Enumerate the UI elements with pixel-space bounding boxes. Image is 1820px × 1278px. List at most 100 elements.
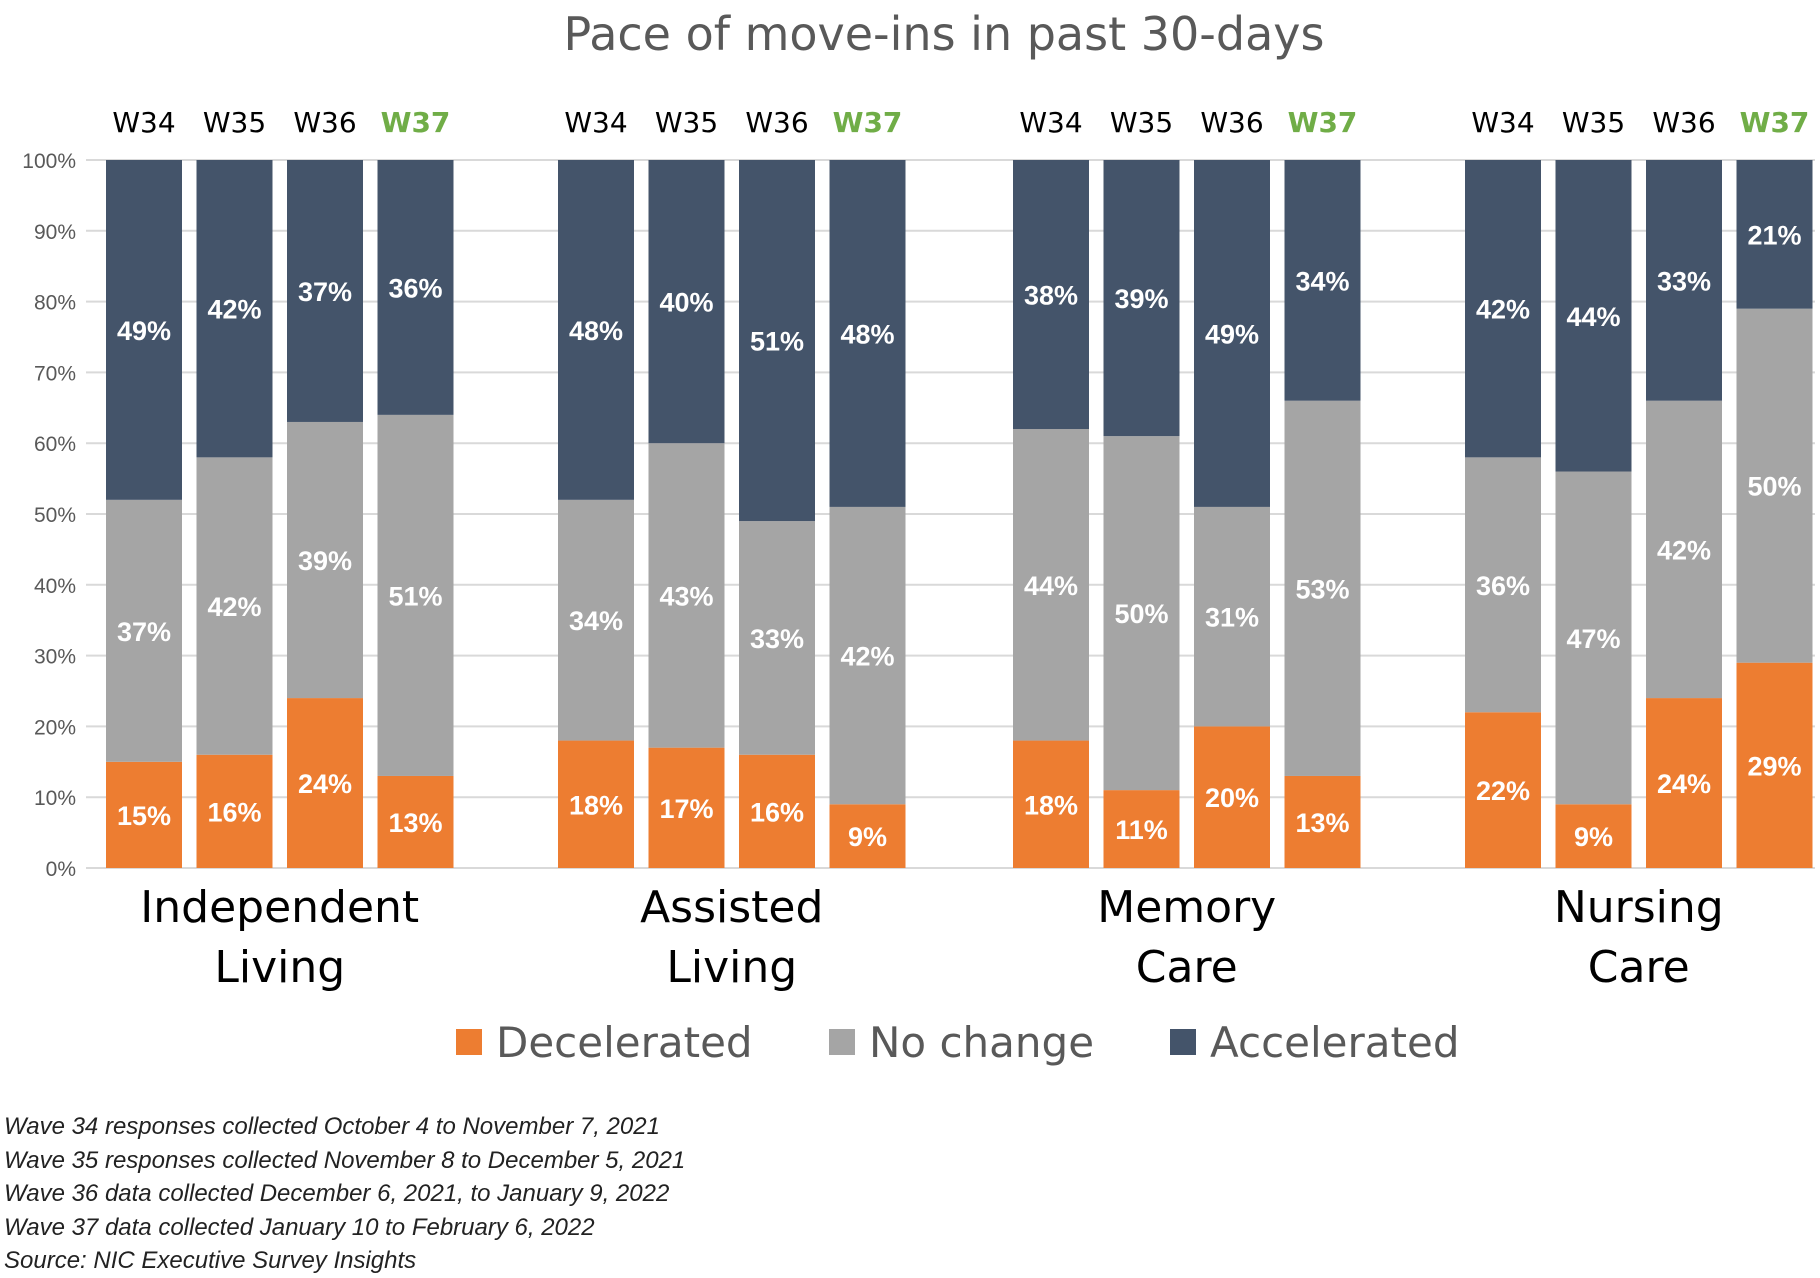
- footnote-wave-34: Wave 34 responses collected October 4 to…: [4, 1113, 660, 1140]
- wave-label: W34: [112, 106, 175, 139]
- bar-segment-accelerated: [1736, 160, 1813, 309]
- y-tick-label: 90%: [34, 221, 76, 244]
- wave-label: W34: [1019, 106, 1082, 139]
- legend-swatch-no-change: [829, 1029, 855, 1055]
- bar-segment-no-change: [558, 499, 634, 741]
- data-label: 33%: [1657, 266, 1711, 296]
- y-tick-label: 70%: [34, 362, 76, 385]
- wave-label: W35: [203, 106, 266, 139]
- bar-segment-accelerated: [739, 160, 815, 522]
- data-label: 24%: [1657, 769, 1711, 799]
- data-label: 38%: [1024, 281, 1078, 311]
- chart-title: Pace of move-ins in past 30-days: [564, 7, 1325, 61]
- data-label: 13%: [1295, 808, 1349, 838]
- bar-segment-decelerated: [829, 804, 906, 868]
- bar-group: W34 18% 44% 38% W35 11% 50% 39% W36 20% 31% 49% W37 1…: [1013, 106, 1361, 993]
- bar-segment-no-change: [287, 421, 363, 699]
- bar-group: W34 22% 36% 42% W35 9% 47% 44% W36 24% 42% 33% W37 29…: [1465, 106, 1813, 993]
- data-label: 9%: [848, 822, 887, 852]
- bar-segment-no-change: [1646, 400, 1722, 699]
- data-label: 42%: [1657, 535, 1711, 565]
- category-label: Living: [666, 942, 797, 993]
- data-label: 33%: [750, 624, 804, 654]
- data-label: 34%: [569, 606, 623, 636]
- y-tick-label: 30%: [34, 646, 76, 669]
- wave-label: W36: [1200, 106, 1263, 139]
- data-label: 49%: [1205, 319, 1259, 349]
- bar-segment-no-change: [1555, 471, 1632, 805]
- bar-segment-decelerated: [287, 698, 363, 868]
- bar-segment-accelerated: [196, 160, 273, 458]
- bar-segment-accelerated: [1013, 160, 1089, 430]
- category-label: Care: [1136, 942, 1238, 993]
- bar-segment-decelerated: [648, 747, 725, 868]
- data-label: 50%: [1747, 472, 1801, 502]
- bar-segment-no-change: [1013, 429, 1089, 741]
- wave-label: W34: [564, 106, 627, 139]
- data-label: 49%: [117, 316, 171, 346]
- data-label: 22%: [1476, 776, 1530, 806]
- data-label: 15%: [117, 801, 171, 831]
- data-label: 47%: [1566, 624, 1620, 654]
- data-label: 21%: [1747, 220, 1801, 250]
- data-label: 31%: [1205, 603, 1259, 633]
- data-label: 20%: [1205, 783, 1259, 813]
- wave-label: W36: [293, 106, 356, 139]
- data-label: 42%: [1476, 295, 1530, 325]
- data-label: 44%: [1024, 571, 1078, 601]
- bar-segment-no-change: [739, 521, 815, 755]
- data-label: 34%: [1295, 266, 1349, 296]
- bar-segment-decelerated: [1555, 804, 1632, 868]
- bar-groups: W34 15% 37% 49% W35 16% 42% 42% W36 24% 39% 37% W37 1…: [106, 106, 1813, 993]
- data-label: 37%: [298, 277, 352, 307]
- data-label: 29%: [1747, 751, 1801, 781]
- bar-segment-no-change: [1736, 308, 1813, 663]
- data-label: 16%: [207, 797, 261, 827]
- wave-label: W37: [833, 106, 903, 139]
- category-label: Assisted: [640, 882, 823, 933]
- data-label: 18%: [1024, 790, 1078, 820]
- bar-segment-accelerated: [1284, 160, 1361, 401]
- legend-label: Accelerated: [1210, 1018, 1460, 1067]
- bar-segment-no-change: [1103, 436, 1180, 791]
- bar-segment-decelerated: [1736, 662, 1813, 868]
- y-tick-label: 50%: [34, 504, 76, 527]
- data-label: 43%: [659, 581, 713, 611]
- bar-segment-no-change: [106, 499, 182, 762]
- bar-segment-no-change: [377, 414, 454, 776]
- y-tick-label: 40%: [34, 575, 76, 598]
- y-tick-label: 100%: [22, 150, 76, 173]
- bar-segment-decelerated: [558, 740, 634, 868]
- data-label: 18%: [569, 790, 623, 820]
- bar-segment-decelerated: [377, 775, 454, 868]
- bar-segment-no-change: [829, 506, 906, 805]
- data-label: 51%: [750, 327, 804, 357]
- bar-segment-no-change: [1465, 457, 1541, 713]
- data-label: 50%: [1114, 599, 1168, 629]
- wave-label: W35: [655, 106, 718, 139]
- bar-segment-decelerated: [106, 761, 182, 868]
- bar-segment-decelerated: [1284, 775, 1361, 868]
- data-label: 9%: [1574, 822, 1613, 852]
- data-label: 48%: [840, 319, 894, 349]
- bar-segment-accelerated: [648, 160, 725, 444]
- bar-segment-accelerated: [1555, 160, 1632, 472]
- data-label: 39%: [298, 546, 352, 576]
- wave-label: W35: [1110, 106, 1173, 139]
- bar-segment-decelerated: [1465, 712, 1541, 868]
- wave-label: W37: [1288, 106, 1358, 139]
- category-label: Memory: [1097, 882, 1276, 933]
- bar-segment-accelerated: [558, 160, 634, 500]
- y-axis-ticks: 0% 10% 20% 30% 40% 50% 60% 70% 80% 90% 100%: [22, 150, 76, 881]
- y-tick-label: 80%: [34, 292, 76, 315]
- bar-segment-no-change: [1194, 506, 1270, 727]
- data-label: 17%: [659, 794, 713, 824]
- bar-segment-accelerated: [106, 160, 182, 500]
- bar-segment-no-change: [1284, 400, 1361, 776]
- bar-segment-no-change: [196, 457, 273, 755]
- category-label: Nursing: [1554, 882, 1724, 933]
- wave-label: W37: [381, 106, 451, 139]
- bar-segment-no-change: [648, 443, 725, 748]
- bar-segment-accelerated: [1194, 160, 1270, 507]
- legend-swatch-accelerated: [1170, 1029, 1196, 1055]
